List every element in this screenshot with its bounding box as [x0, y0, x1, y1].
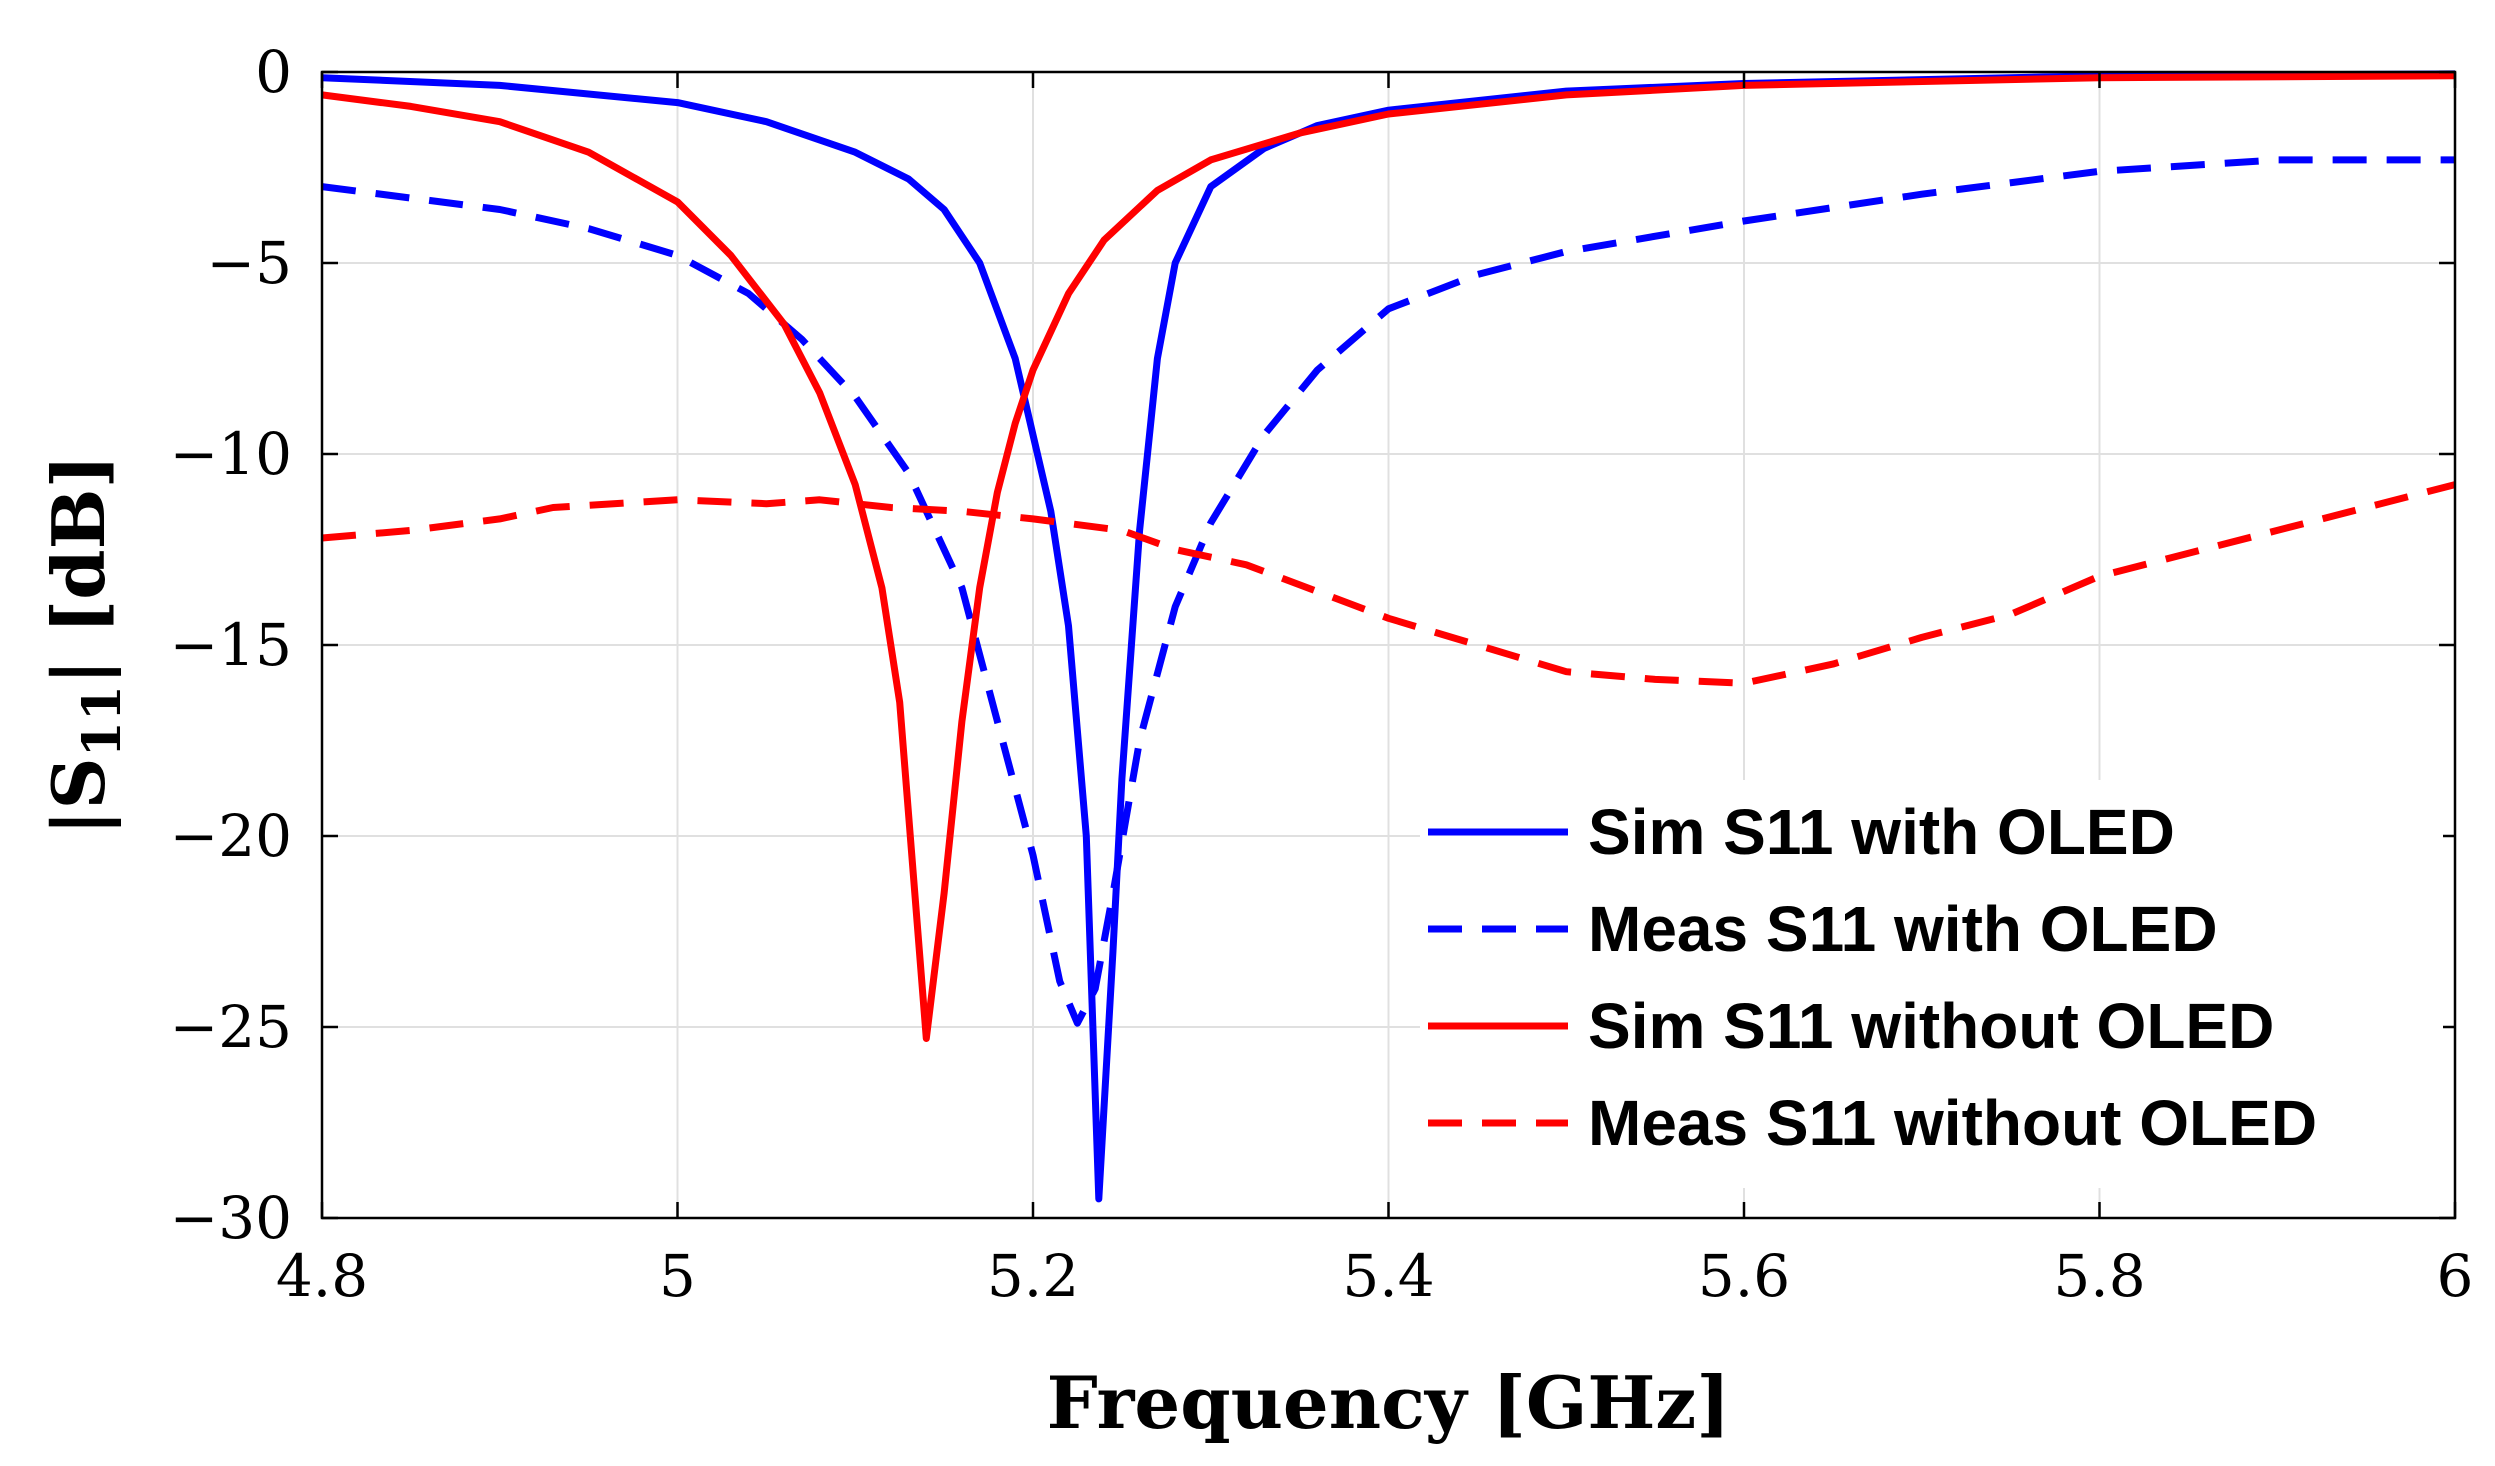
x-tick-label: 5.8 [2053, 1242, 2145, 1310]
x-tick-label: 5.6 [1698, 1242, 1790, 1310]
x-tick-label: 5.2 [987, 1242, 1079, 1310]
y-axis-title-subscript: 11 [72, 685, 133, 757]
y-tick-label: −10 [170, 420, 292, 488]
y-tick-label: −15 [170, 611, 292, 679]
y-axis-title-pre: |S [36, 757, 121, 835]
legend-label-sim-s11-without-oled: Sim S11 without OLED [1588, 990, 2274, 1062]
series-line-sim-s11-without-oled [321, 72, 2456, 1042]
x-tick-label: 4.8 [276, 1242, 368, 1310]
legend-background [1420, 780, 2443, 1188]
x-tick-label: 5 [659, 1242, 696, 1310]
y-tick-label: −5 [207, 229, 293, 297]
legend-label-meas-s11-without-oled: Meas S11 without OLED [1588, 1087, 2317, 1159]
series-line-meas-s11-without-oled [321, 481, 2456, 687]
legend: Sim S11 with OLED Meas S11 with OLED Sim S… [1420, 780, 2443, 1188]
ticks: 4.8 5 5.2 5.4 5.6 5.8 6 0 −5 −10 −15 −20 −25 −30 [170, 38, 2474, 1310]
y-axis-title-post: | [dB] [36, 454, 121, 685]
x-axis-title: Frequency [GHz] [1047, 1360, 1731, 1445]
y-axis-title: |S11| [dB] [36, 454, 133, 835]
y-tick-label: −25 [170, 993, 292, 1061]
y-tick-label: 0 [255, 38, 292, 106]
series-line-sim-s11-with-oled [321, 70, 2456, 1203]
x-tick-label: 6 [2437, 1242, 2474, 1310]
y-tick-label: −20 [170, 802, 292, 870]
y-tick-label: −30 [170, 1184, 292, 1252]
series-line-meas-s11-with-oled [321, 156, 2455, 1027]
x-tick-label: 5.4 [1342, 1242, 1434, 1310]
legend-label-sim-s11-with-oled: Sim S11 with OLED [1588, 796, 2175, 868]
series-layer [321, 70, 2456, 1203]
legend-label-meas-s11-with-oled: Meas S11 with OLED [1588, 893, 2218, 965]
